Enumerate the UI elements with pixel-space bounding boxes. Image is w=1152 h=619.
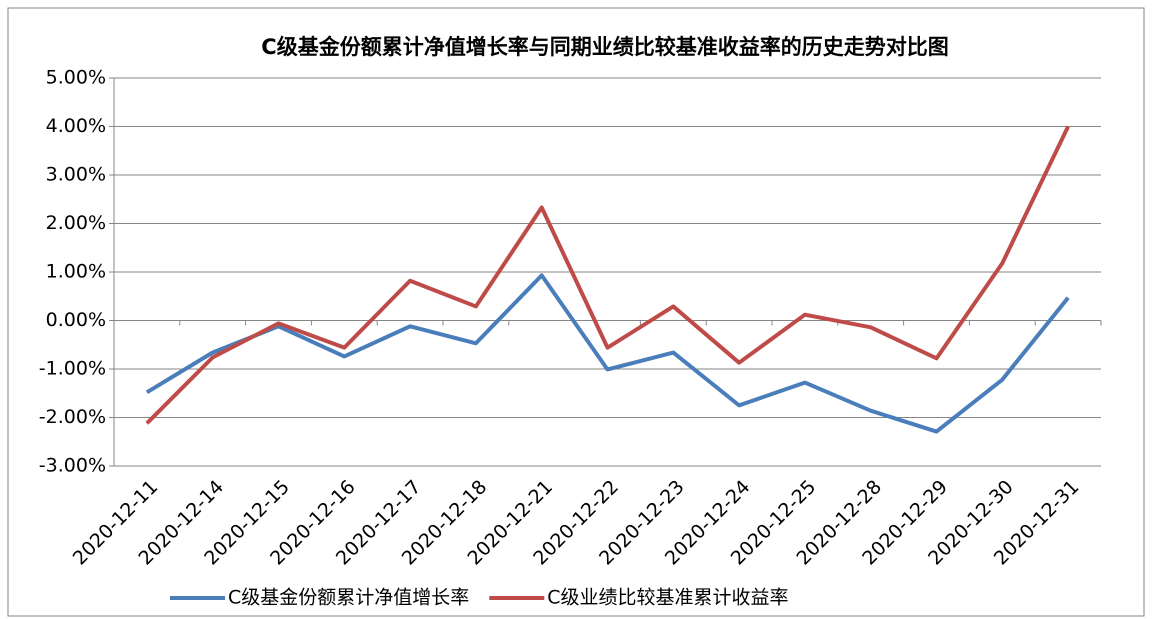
y-tick-label: -3.00%: [39, 455, 106, 477]
line-series: [145, 125, 1070, 425]
chart-frame: [7, 7, 1145, 617]
y-tick-label: 0.00%: [46, 309, 106, 331]
legend-label: C级业绩比较基准累计收益率: [547, 587, 788, 609]
y-tick-label: 1.00%: [46, 261, 106, 283]
y-tick-label: -2.00%: [39, 406, 106, 428]
legend-label: C级基金份额累计净值增长率: [228, 587, 469, 609]
y-tick-label: -1.00%: [39, 358, 106, 380]
y-tick-label: 5.00%: [46, 67, 106, 89]
y-tick-label: 2.00%: [46, 212, 106, 234]
y-tick-label: 3.00%: [46, 164, 106, 186]
y-tick-label: 4.00%: [46, 115, 106, 137]
line-series: [145, 273, 1070, 434]
chart-title: C级基金份额累计净值增长率与同期业绩比较基准收益率的历史走势对比图: [261, 35, 948, 59]
